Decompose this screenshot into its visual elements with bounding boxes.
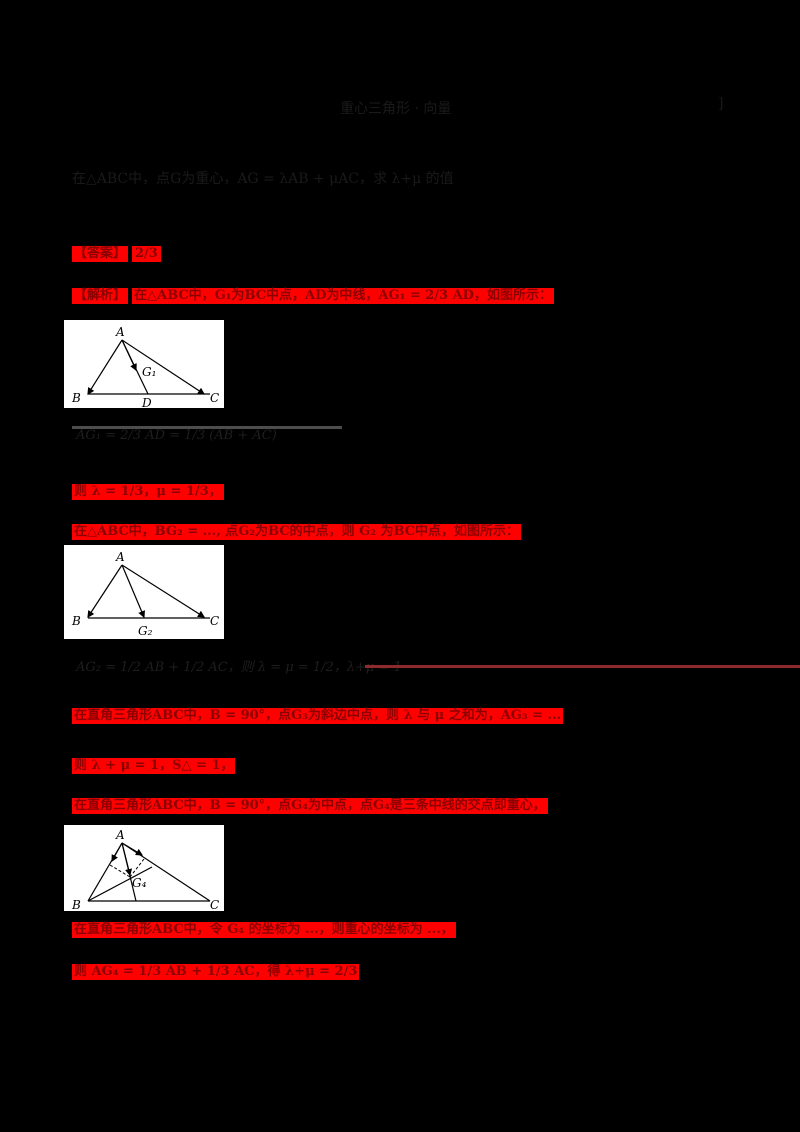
formula-line-1: AG₁ = 2/3 AD = 1/3 (AB + AC) xyxy=(72,424,352,444)
analysis-line-4: 在△ABC中，BG₂ = ..., 点G₂为BC的中点，则 G₂ 为BC中点，如… xyxy=(72,524,522,540)
svg-text:D: D xyxy=(141,396,152,408)
analysis-text: 在直角三角形ABC中，B = 90°，点G₃为斜边中点，则 λ 与 μ 之和为，… xyxy=(72,708,564,724)
svg-text:C: C xyxy=(210,614,219,628)
analysis-text: 则 λ + μ = 1，S△ = 1， xyxy=(72,758,236,774)
analysis-line-10: 则 AG₄ = 1/3 AB + 1/3 AC，得 λ+μ = 2/3 xyxy=(72,964,360,980)
triangle-figure-g2: A B C G₂ xyxy=(64,545,224,639)
answer-value: 2/3 xyxy=(132,246,161,262)
svg-text:A: A xyxy=(115,828,125,842)
page-title: 重心三角形 · 向量 xyxy=(340,101,452,117)
svg-text:C: C xyxy=(210,391,219,405)
answer-row: 【答案】 2/3 xyxy=(72,246,161,262)
analysis-text: 则 λ = 1/3，μ = 1/3， xyxy=(72,484,224,500)
analysis-text: 在△ABC中，G₁为BC中点，AD为中线，AG₁ = 2/3 AD，如图所示： xyxy=(132,288,554,304)
analysis-text: 在直角三角形ABC中，B = 90°，点G₄为中点，点G₄是三条中线的交点即重心… xyxy=(72,798,548,814)
svg-text:B: B xyxy=(71,391,81,405)
analysis-line-3: 则 λ = 1/3，μ = 1/3， xyxy=(72,484,224,500)
svg-text:A: A xyxy=(115,550,125,564)
svg-text:C: C xyxy=(210,898,219,911)
analysis-label: 【解析】 xyxy=(72,288,129,304)
triangle-figure-g4: A B C G₄ xyxy=(64,825,224,911)
triangle-midpoint-diagram: A B C G₂ xyxy=(71,550,219,638)
page-marker: ] xyxy=(718,96,724,112)
triangle-centroid-diagram: A B C G₄ xyxy=(71,828,219,911)
horizontal-rule xyxy=(365,665,800,668)
svg-text:G₁: G₁ xyxy=(142,365,156,379)
question-text: 在△ABC中，点G为重心，AG = λAB + μAC，求 λ+μ 的值 xyxy=(72,171,454,187)
svg-text:B: B xyxy=(71,614,81,628)
analysis-line-5: AG₂ = 1/2 AB + 1/2 AC，则 λ = μ = 1/2，λ+μ … xyxy=(76,660,402,675)
analysis-line-6: 在直角三角形ABC中，B = 90°，点G₃为斜边中点，则 λ 与 μ 之和为，… xyxy=(72,708,564,724)
svg-text:A: A xyxy=(115,325,125,339)
analysis-line-7: 则 λ + μ = 1，S△ = 1， xyxy=(72,758,236,774)
analysis-line-1: 【解析】 在△ABC中，G₁为BC中点，AD为中线，AG₁ = 2/3 AD，如… xyxy=(72,288,554,304)
svg-text:G₄: G₄ xyxy=(132,876,147,890)
analysis-line-9: 在直角三角形ABC中，令 G₄ 的坐标为 ...，则重心的坐标为 ...， xyxy=(72,922,456,938)
svg-text:G₂: G₂ xyxy=(138,624,153,638)
svg-text:B: B xyxy=(71,898,81,911)
analysis-text: 在直角三角形ABC中，令 G₄ 的坐标为 ...，则重心的坐标为 ...， xyxy=(72,922,456,938)
analysis-line-8: 在直角三角形ABC中，B = 90°，点G₄为中点，点G₄是三条中线的交点即重心… xyxy=(72,798,548,814)
triangle-figure-g1: A B C D G₁ xyxy=(64,320,224,408)
analysis-text: 在△ABC中，BG₂ = ..., 点G₂为BC的中点，则 G₂ 为BC中点，如… xyxy=(72,524,522,540)
answer-label: 【答案】 xyxy=(72,246,129,262)
analysis-text: 则 AG₄ = 1/3 AB + 1/3 AC，得 λ+μ = 2/3 xyxy=(72,964,360,980)
triangle-median-diagram: A B C D G₁ xyxy=(71,325,219,408)
